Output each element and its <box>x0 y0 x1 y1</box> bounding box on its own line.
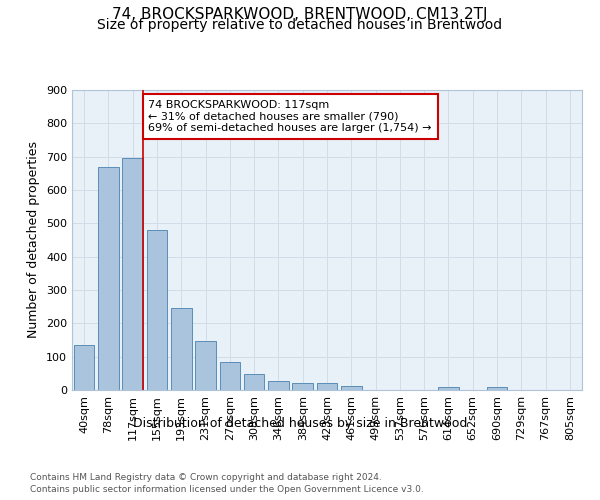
Bar <box>292 384 313 390</box>
Bar <box>220 362 240 390</box>
Bar <box>317 384 337 390</box>
Bar <box>146 230 167 390</box>
Bar <box>438 388 459 390</box>
Text: 74 BROCKSPARKWOOD: 117sqm
← 31% of detached houses are smaller (790)
69% of semi: 74 BROCKSPARKWOOD: 117sqm ← 31% of detac… <box>149 100 432 133</box>
Text: 74, BROCKSPARKWOOD, BRENTWOOD, CM13 2TJ: 74, BROCKSPARKWOOD, BRENTWOOD, CM13 2TJ <box>112 8 488 22</box>
Bar <box>74 345 94 390</box>
Bar <box>341 386 362 390</box>
Bar <box>98 166 119 390</box>
Text: Size of property relative to detached houses in Brentwood: Size of property relative to detached ho… <box>97 18 503 32</box>
Bar <box>195 341 216 390</box>
Text: Distribution of detached houses by size in Brentwood: Distribution of detached houses by size … <box>133 418 467 430</box>
Bar <box>487 387 508 390</box>
Bar <box>268 382 289 390</box>
Bar <box>171 308 191 390</box>
Bar <box>244 374 265 390</box>
Bar <box>122 158 143 390</box>
Text: Contains public sector information licensed under the Open Government Licence v3: Contains public sector information licen… <box>30 485 424 494</box>
Y-axis label: Number of detached properties: Number of detached properties <box>28 142 40 338</box>
Text: Contains HM Land Registry data © Crown copyright and database right 2024.: Contains HM Land Registry data © Crown c… <box>30 472 382 482</box>
